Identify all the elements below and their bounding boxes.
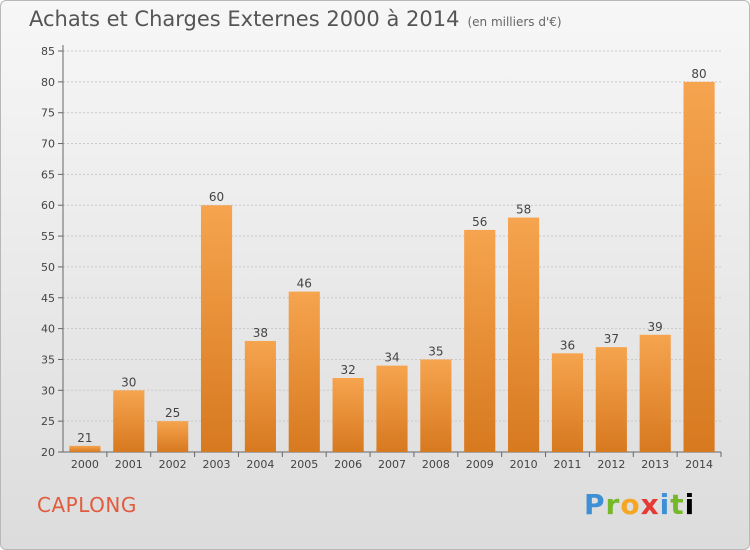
y-tick-label: 45 (41, 292, 55, 305)
y-tick-label: 55 (41, 230, 55, 243)
value-label-2010: 58 (516, 203, 531, 217)
value-label-2004: 38 (253, 326, 268, 340)
x-tick-label-2012: 2012 (597, 458, 625, 471)
value-label-2002: 25 (165, 406, 180, 420)
value-label-2011: 36 (560, 338, 575, 352)
value-label-2009: 56 (472, 215, 487, 229)
bar-2005 (288, 291, 320, 452)
value-label-2014: 80 (691, 67, 706, 81)
bar-2006 (332, 377, 364, 452)
y-tick-label: 80 (41, 76, 55, 89)
bar-2000 (69, 445, 101, 452)
bar-2013 (639, 334, 671, 452)
value-label-2007: 34 (384, 351, 399, 365)
value-label-2003: 60 (209, 190, 224, 204)
x-tick-label-2002: 2002 (159, 458, 187, 471)
value-label-2012: 37 (604, 332, 619, 346)
x-tick-label-2014: 2014 (685, 458, 713, 471)
y-tick-label: 65 (41, 168, 55, 181)
x-tick-label-2009: 2009 (466, 458, 494, 471)
bar-2014 (683, 81, 715, 452)
y-tick-label: 40 (41, 323, 55, 336)
bar-2004 (244, 340, 276, 452)
y-tick-label: 60 (41, 199, 55, 212)
bar-2001 (113, 390, 145, 452)
x-tick-label-2010: 2010 (510, 458, 538, 471)
x-tick-label-2005: 2005 (290, 458, 318, 471)
x-tick-label-2003: 2003 (203, 458, 231, 471)
value-label-2000: 21 (77, 431, 92, 445)
chart-title-text: Achats et Charges Externes 2000 à 2014 (29, 7, 460, 31)
x-tick-label-2011: 2011 (553, 458, 581, 471)
y-tick-label: 50 (41, 261, 55, 274)
x-tick-label-2001: 2001 (115, 458, 143, 471)
bar-2012 (595, 347, 627, 452)
x-tick-label-2013: 2013 (641, 458, 669, 471)
y-tick-label: 70 (41, 138, 55, 151)
proxiti-logo: Proxiti (584, 488, 696, 521)
bar-2009 (464, 229, 496, 452)
value-label-2008: 35 (428, 344, 443, 358)
x-tick-label-2008: 2008 (422, 458, 450, 471)
x-tick-label-2006: 2006 (334, 458, 362, 471)
x-tick-label-2004: 2004 (246, 458, 274, 471)
y-tick-label: 35 (41, 353, 55, 366)
bar-2008 (420, 359, 452, 452)
value-label-2013: 39 (648, 320, 663, 334)
y-tick-label: 30 (41, 384, 55, 397)
bar-2003 (200, 205, 233, 452)
value-label-2005: 46 (297, 277, 312, 291)
bar-2011 (551, 353, 584, 452)
chart-title: Achats et Charges Externes 2000 à 2014 (e… (29, 7, 562, 31)
value-label-2001: 30 (121, 375, 136, 389)
y-tick-label: 75 (41, 107, 55, 120)
value-label-2006: 32 (340, 363, 355, 377)
x-tick-label-2000: 2000 (71, 458, 99, 471)
bar-2010 (508, 217, 540, 452)
y-tick-label: 20 (41, 446, 55, 459)
bar-2002 (157, 421, 189, 452)
y-tick-label: 85 (41, 45, 55, 58)
y-tick-label: 25 (41, 415, 55, 428)
place-name: CAPLONG (37, 493, 137, 517)
x-tick-label-2007: 2007 (378, 458, 406, 471)
chart-subtitle: (en milliers d'€) (467, 15, 562, 29)
bar-2007 (376, 365, 408, 452)
